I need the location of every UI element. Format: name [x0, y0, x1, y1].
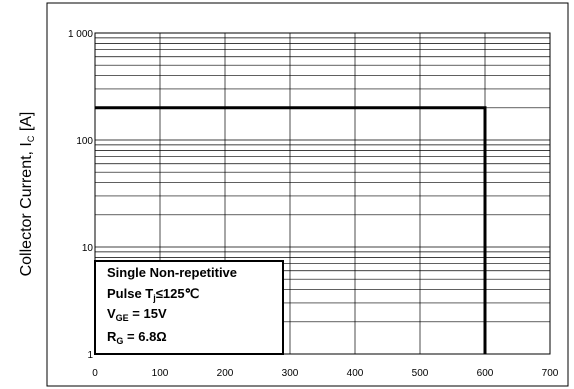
- annotation-line-3: VGE = 15V: [107, 306, 167, 323]
- x-tick-label: 200: [217, 368, 234, 379]
- x-axis-ticks: 0 100 200 300 400 500 600 700: [92, 368, 559, 379]
- annotation-line-2: Pulse Tj≤125℃: [107, 286, 199, 303]
- x-tick-label: 300: [282, 368, 299, 379]
- annotation-line-1: Single Non-repetitive: [107, 265, 237, 280]
- x-tick-label: 400: [347, 368, 364, 379]
- annotation-box: Single Non-repetitive Pulse Tj≤125℃ VGE …: [94, 260, 284, 355]
- y-axis-label-unit: [A]: [18, 112, 35, 136]
- y-tick-label: 1 000: [68, 29, 93, 40]
- plot-area-border: [94, 32, 551, 355]
- x-tick-label: 600: [477, 368, 494, 379]
- y-tick-label: 100: [76, 136, 93, 147]
- annotation-line-4: RG = 6.8Ω: [107, 329, 167, 346]
- y-tick-label: 1: [87, 350, 93, 361]
- series-layer: [95, 106, 487, 354]
- y-axis-label-sub: C: [26, 135, 36, 142]
- y-axis-ticks: 1 10 100 1 000: [68, 29, 93, 361]
- x-tick-label: 0: [92, 368, 98, 379]
- x-tick-label: 100: [152, 368, 169, 379]
- y-tick-label: 10: [82, 243, 94, 254]
- annotation-box-border: [94, 260, 284, 355]
- y-axis-label: Collector Current, IC [A]: [18, 112, 36, 277]
- x-tick-label: 700: [542, 368, 559, 379]
- x-tick-label: 500: [412, 368, 429, 379]
- y-axis-label-main: Collector Current, I: [18, 142, 35, 276]
- soa-boundary-line: [95, 106, 487, 354]
